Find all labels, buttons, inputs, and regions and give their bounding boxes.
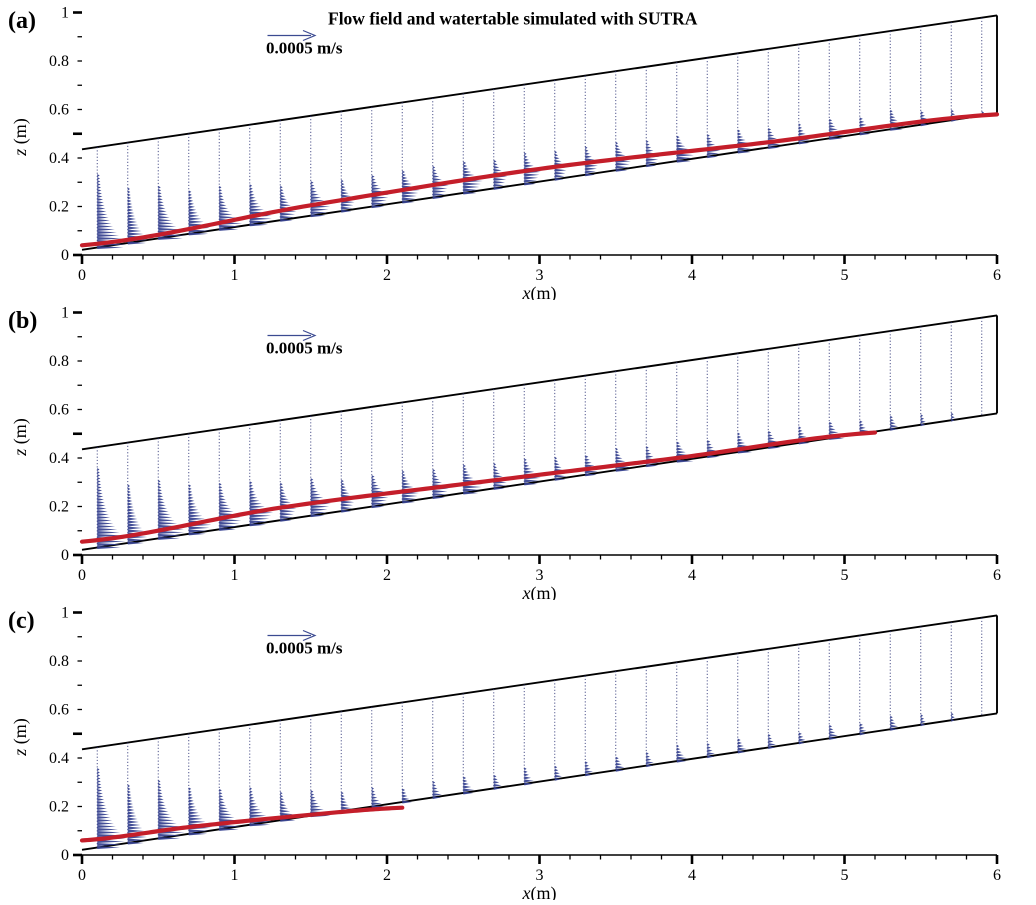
svg-text:0.0005 m/s: 0.0005 m/s: [266, 39, 343, 58]
svg-text:6: 6: [993, 867, 1001, 884]
svg-text:3: 3: [536, 267, 544, 284]
svg-text:0.4: 0.4: [49, 150, 69, 167]
svg-text:1: 1: [61, 305, 69, 322]
svg-text:2: 2: [383, 267, 391, 284]
svg-text:z (m): z (m): [10, 118, 31, 157]
svg-text:5: 5: [841, 567, 849, 584]
svg-text:(a): (a): [8, 8, 36, 34]
svg-text:0.2: 0.2: [49, 499, 69, 516]
svg-text:0: 0: [61, 547, 69, 564]
svg-text:Flow field and watertable simu: Flow field and watertable simulated with…: [328, 9, 698, 29]
svg-text:5: 5: [841, 867, 849, 884]
svg-text:0: 0: [78, 267, 86, 284]
svg-text:4: 4: [688, 867, 696, 884]
svg-text:0.4: 0.4: [49, 750, 69, 767]
svg-text:0: 0: [61, 847, 69, 864]
svg-text:0.0005 m/s: 0.0005 m/s: [266, 339, 343, 358]
svg-text:0: 0: [78, 567, 86, 584]
svg-text:0.8: 0.8: [49, 53, 69, 70]
svg-text:1: 1: [231, 567, 239, 584]
svg-text:x(m): x(m): [522, 883, 557, 900]
svg-text:0.2: 0.2: [49, 799, 69, 816]
svg-text:3: 3: [536, 867, 544, 884]
svg-text:0: 0: [78, 867, 86, 884]
svg-text:x(m): x(m): [522, 583, 557, 600]
svg-text:6: 6: [993, 267, 1001, 284]
svg-text:(c): (c): [8, 608, 35, 634]
svg-text:z (m): z (m): [10, 418, 31, 457]
svg-text:0.2: 0.2: [49, 199, 69, 216]
svg-text:1: 1: [61, 5, 69, 22]
svg-text:0.4: 0.4: [49, 450, 69, 467]
svg-text:1: 1: [61, 605, 69, 622]
svg-text:0.8: 0.8: [49, 353, 69, 370]
svg-text:2: 2: [383, 567, 391, 584]
svg-text:1: 1: [231, 867, 239, 884]
svg-text:0.6: 0.6: [49, 702, 69, 719]
svg-text:0.8: 0.8: [49, 653, 69, 670]
svg-text:z (m): z (m): [10, 718, 31, 757]
svg-text:4: 4: [688, 567, 696, 584]
svg-text:5: 5: [841, 267, 849, 284]
svg-text:x(m): x(m): [522, 283, 557, 300]
svg-text:0.6: 0.6: [49, 102, 69, 119]
svg-text:0.0005 m/s: 0.0005 m/s: [266, 639, 343, 658]
svg-text:3: 3: [536, 567, 544, 584]
svg-text:0.6: 0.6: [49, 402, 69, 419]
svg-text:(b): (b): [8, 308, 37, 334]
svg-text:0: 0: [61, 247, 69, 264]
svg-text:2: 2: [383, 867, 391, 884]
svg-text:1: 1: [231, 267, 239, 284]
svg-text:4: 4: [688, 267, 696, 284]
svg-text:6: 6: [993, 567, 1001, 584]
